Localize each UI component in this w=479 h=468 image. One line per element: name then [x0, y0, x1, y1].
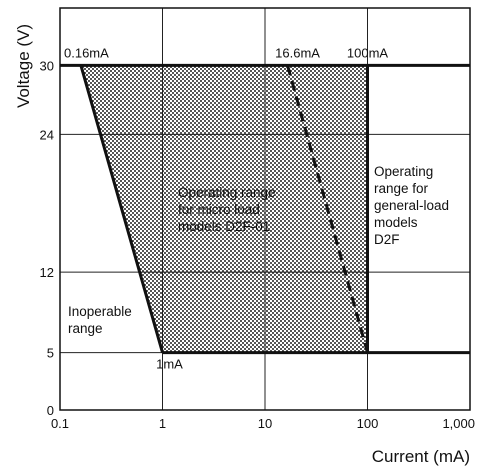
micro-load-range-label: for micro load: [178, 202, 260, 217]
y-tick-label: 12: [40, 265, 54, 280]
operating-range-area: [80, 65, 368, 353]
y-tick-label: 24: [40, 127, 54, 142]
annotation-1mA: 1mA: [156, 357, 183, 372]
x-tick-label: 10: [258, 416, 272, 431]
micro-load-right-boundary: [286, 65, 369, 353]
micro-load-range-label: models D2F-01: [178, 219, 270, 234]
inoperable-range-label: Inoperable: [68, 304, 132, 319]
annotation-100mA: 100mA: [347, 45, 389, 60]
plot-frame: [59, 7, 471, 411]
y-tick-label: 5: [47, 346, 54, 361]
annotation-16.6mA: 16.6mA: [275, 45, 320, 60]
micro-load-left-boundary: [79, 65, 164, 353]
y-tick-label: 0: [47, 403, 54, 418]
y-axis-title: Voltage (V): [14, 24, 33, 108]
x-tick-label: 100: [357, 416, 379, 431]
x-axis-title: Current (mA): [372, 447, 470, 466]
general-load-range-label: D2F: [374, 232, 400, 247]
annotation-0.16mA: 0.16mA: [64, 45, 109, 60]
inoperable-range-label: range: [68, 321, 103, 336]
general-load-range-label: models: [374, 215, 418, 230]
general-load-range-label: range for: [374, 181, 429, 196]
x-tick-label: 1: [159, 416, 166, 431]
x-tick-label: 1,000: [442, 416, 475, 431]
micro-load-range-label: Operating range: [178, 185, 276, 200]
general-load-range-label: Operating: [374, 164, 433, 179]
general-load-range-label: general-load: [374, 198, 449, 213]
y-tick-label: 30: [40, 58, 54, 73]
x-tick-label: 0.1: [51, 416, 69, 431]
